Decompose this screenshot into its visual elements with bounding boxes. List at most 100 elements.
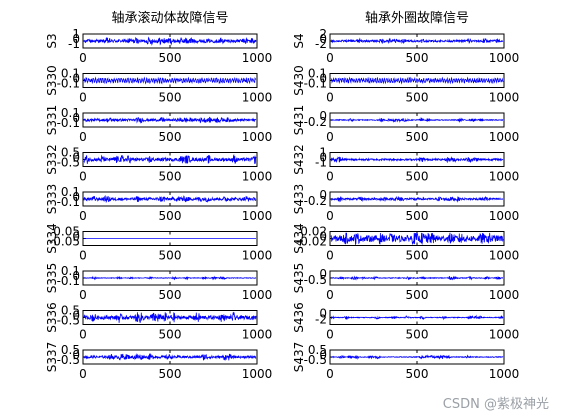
- y-tick-label: 0: [72, 348, 80, 362]
- y-tick-label: 0: [72, 111, 80, 125]
- x-tick-label: 1000: [242, 288, 273, 302]
- y-tick-label: -0.1: [57, 77, 80, 91]
- x-tick-label: 0: [326, 209, 334, 223]
- x-tick-label: 500: [159, 288, 182, 302]
- signal-line: [83, 311, 257, 323]
- x-tick-label: 0: [79, 51, 87, 65]
- x-tick-label: 1000: [489, 328, 520, 342]
- x-tick-label: 500: [406, 288, 429, 302]
- x-tick-label: 500: [406, 130, 429, 144]
- x-tick-label: 1000: [489, 91, 520, 105]
- watermark: CSDN @紫极神光: [442, 397, 549, 412]
- y-tick-label: -0.1: [304, 77, 327, 91]
- x-tick-label: 0: [326, 170, 334, 184]
- y-axis-label: S330: [45, 65, 59, 96]
- x-tick-label: 1000: [242, 130, 273, 144]
- y-tick-label: 0: [72, 269, 80, 283]
- y-axis-label: S333: [45, 184, 59, 215]
- signal-line: [330, 156, 504, 164]
- y-tick-label: -0.1: [57, 195, 80, 209]
- y-tick-label: -0.05: [49, 235, 80, 249]
- y-tick-label: 0: [319, 188, 327, 202]
- y-axis-label: S430: [292, 65, 306, 96]
- y-tick-label: 0: [319, 307, 327, 321]
- chart-title: 轴承滚动体故障信号: [111, 10, 228, 26]
- y-axis-label: S335: [45, 263, 59, 294]
- panel-s436: 0 500 1000 0-2 S436: [292, 302, 519, 341]
- x-tick-label: 500: [406, 51, 429, 65]
- signal-line: [330, 37, 504, 44]
- y-axis-label: S332: [45, 144, 59, 175]
- y-tick-label: -0.5: [304, 353, 327, 367]
- y-tick-label: 0: [72, 151, 80, 165]
- x-tick-label: 0: [326, 328, 334, 342]
- x-tick-label: 1000: [489, 51, 520, 65]
- x-tick-label: 0: [326, 249, 334, 263]
- y-axis-label: S3: [45, 33, 59, 48]
- x-tick-label: 500: [406, 170, 429, 184]
- y-axis-label: S437: [292, 342, 306, 373]
- y-tick-label: 0: [319, 109, 327, 123]
- x-tick-label: 1000: [242, 249, 273, 263]
- y-tick-label: -2: [315, 37, 327, 51]
- x-tick-label: 1000: [242, 170, 273, 184]
- x-tick-label: 500: [406, 91, 429, 105]
- signal-line: [83, 275, 257, 281]
- chart-title: 轴承外圈故障信号: [365, 11, 469, 26]
- x-tick-label: 0: [326, 288, 334, 302]
- x-tick-label: 1000: [242, 51, 273, 65]
- y-tick-label: -0.2: [304, 115, 327, 129]
- y-tick-label: 0: [72, 72, 80, 86]
- x-tick-label: 0: [79, 170, 87, 184]
- x-tick-label: 0: [326, 51, 334, 65]
- y-tick-label: 0: [72, 32, 80, 46]
- x-tick-label: 0: [79, 130, 87, 144]
- x-tick-label: 500: [159, 170, 182, 184]
- x-tick-label: 1000: [489, 367, 520, 381]
- x-tick-label: 500: [406, 367, 429, 381]
- x-tick-label: 1000: [489, 170, 520, 184]
- y-tick-label: 0.5: [308, 343, 327, 357]
- y-tick-label: -1: [68, 37, 80, 51]
- y-tick-label: -0.5: [57, 353, 80, 367]
- y-tick-label: 0.1: [61, 106, 80, 120]
- y-tick-label: 0.1: [61, 67, 80, 81]
- signal-line: [330, 275, 504, 281]
- signal-line: [83, 116, 257, 124]
- y-tick-label: 0: [319, 348, 327, 362]
- y-tick-label: 0: [319, 230, 327, 244]
- x-tick-label: 1000: [242, 209, 273, 223]
- y-tick-label: -1: [315, 156, 327, 170]
- y-axis-label: S435: [292, 263, 306, 294]
- signal-line: [330, 116, 504, 123]
- signal-line: [330, 232, 504, 246]
- x-tick-label: 500: [159, 130, 182, 144]
- y-tick-label: -0.02: [296, 235, 327, 249]
- y-tick-label: 0.5: [61, 343, 80, 357]
- y-axis-label: S337: [45, 342, 59, 373]
- y-tick-label: 0: [319, 151, 327, 165]
- x-tick-label: 500: [159, 51, 182, 65]
- y-axis-label: S336: [45, 302, 59, 333]
- x-tick-label: 1000: [242, 328, 273, 342]
- x-tick-label: 0: [326, 130, 334, 144]
- signal-line: [330, 195, 504, 203]
- y-tick-label: 0.1: [61, 185, 80, 199]
- x-tick-label: 1000: [489, 249, 520, 263]
- x-tick-label: 1000: [489, 209, 520, 223]
- y-axis-label: S436: [292, 302, 306, 333]
- y-tick-label: 0: [72, 309, 80, 323]
